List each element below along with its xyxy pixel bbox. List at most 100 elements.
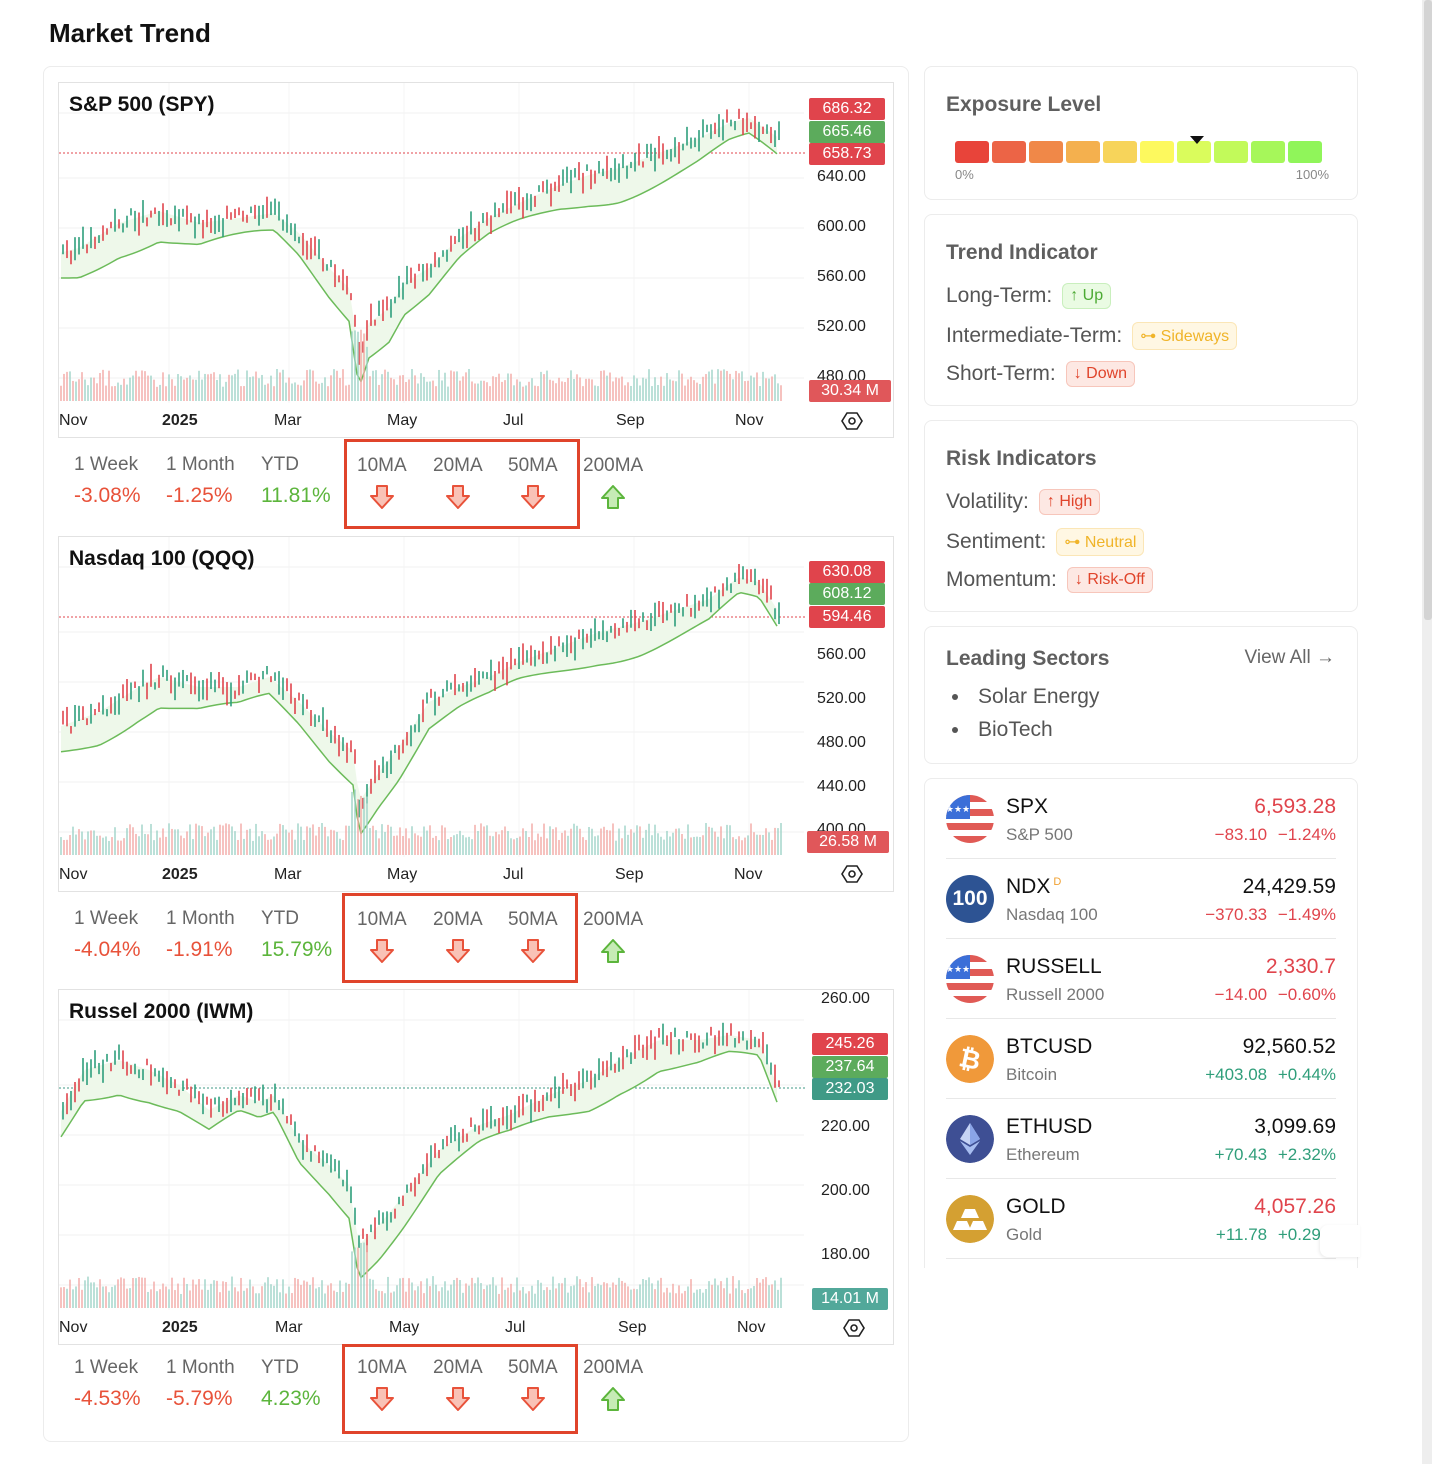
y-tick: 480.00 <box>817 734 866 751</box>
risk-indicators-card: Risk Indicators Volatility: ↑ High Sentim… <box>924 420 1358 612</box>
ticker-row-russell[interactable]: ★★★ RUSSELL Russell 2000 2,330.7 −14.00 … <box>946 939 1336 1019</box>
ticker-change: −14.00 −0.60% <box>1214 985 1336 1004</box>
exposure-segment <box>1177 141 1211 163</box>
ma-50: 50MA <box>508 455 558 516</box>
ma-50: 50MA <box>508 1357 558 1418</box>
us-flag-icon: ★★★ <box>946 955 994 1003</box>
price-tag-support: 608.12 <box>809 583 885 605</box>
chart-spy[interactable]: S&P 500 (SPY) 686.32 665.46 658.73 640.0… <box>58 82 894 438</box>
candlestick-chart[interactable] <box>59 83 894 438</box>
x-label: Nov <box>734 866 763 883</box>
exposure-segment <box>1288 141 1322 163</box>
trend-row-short-term: Short-Term: ↓ Down <box>946 361 1136 387</box>
price-tag-support: 237.64 <box>812 1056 888 1078</box>
y-tick: 520.00 <box>817 690 866 707</box>
status-badge: ↓ Risk-Off <box>1066 567 1153 593</box>
x-label: Mar <box>274 412 302 429</box>
ma-highlight-box <box>342 893 578 983</box>
chart-settings-icon[interactable] <box>843 1317 865 1339</box>
chart-qqq[interactable]: Nasdaq 100 (QQQ) 630.08 608.12 594.46 56… <box>58 536 894 892</box>
leading-sectors-card: Leading Sectors View All → Solar Energy … <box>924 626 1358 764</box>
sector-list: Solar Energy BioTech <box>946 685 1099 751</box>
ma-20: 20MA <box>433 909 483 970</box>
ticker-price: 6,593.28 <box>1254 795 1336 818</box>
status-badge: ↑ Up <box>1062 283 1112 309</box>
y-tick: 200.00 <box>821 1182 870 1199</box>
scrollbar-track[interactable] <box>1422 0 1432 1464</box>
x-label: Jul <box>505 1319 526 1336</box>
ticker-change: −83.10 −1.24% <box>1214 825 1336 844</box>
sector-item[interactable]: Solar Energy <box>946 685 1099 709</box>
x-label: 2025 <box>162 412 198 429</box>
card-title: Risk Indicators <box>946 447 1097 470</box>
ma-highlight-box <box>344 439 580 529</box>
ticker-row-btcusd[interactable]: ₿ BTCUSD Bitcoin 92,560.52 +403.08 +0.44… <box>946 1019 1336 1099</box>
trend-row-intermediate-term: Intermediate-Term: ⊶ Sideways <box>946 322 1238 350</box>
risk-row-sentiment: Sentiment: ⊶ Neutral <box>946 528 1145 556</box>
price-tag-last: 594.46 <box>809 606 885 628</box>
status-badge: ↓ Down <box>1065 361 1136 387</box>
arrow-up-icon <box>601 1387 626 1411</box>
arrow-down-icon <box>369 485 394 509</box>
candlestick-chart[interactable] <box>59 537 894 892</box>
y-tick: 560.00 <box>817 268 866 285</box>
stat-1-month: 1 Month -1.25% <box>166 454 235 507</box>
ma-20: 20MA <box>433 1357 483 1418</box>
exposure-segment <box>955 141 989 163</box>
card-title: Exposure Level <box>946 93 1102 116</box>
exposure-segment <box>1140 141 1174 163</box>
ticker-row-ethusd[interactable]: ETHUSD Ethereum 3,099.69 +70.43 +2.32% <box>946 1099 1336 1179</box>
x-label: 2025 <box>162 1319 198 1336</box>
scrollbar-thumb[interactable] <box>1424 0 1432 620</box>
y-tick: 520.00 <box>817 318 866 335</box>
price-tag-high: 686.32 <box>809 98 885 120</box>
x-label: Sep <box>618 1319 647 1336</box>
card-title: Leading Sectors <box>946 647 1110 670</box>
stat-1-month: 1 Month -5.79% <box>166 1357 235 1410</box>
ticker-price: 92,560.52 <box>1242 1035 1336 1058</box>
x-label: Nov <box>737 1319 766 1336</box>
risk-row-momentum: Momentum: ↓ Risk-Off <box>946 567 1153 593</box>
svg-text:★★★: ★★★ <box>946 965 970 975</box>
x-label: Jul <box>503 866 524 883</box>
ma-200: 200MA <box>583 1357 643 1418</box>
exposure-min-label: 0% <box>955 167 974 182</box>
us-flag-icon: ★★★ <box>946 795 994 843</box>
candlestick-chart[interactable] <box>59 990 894 1345</box>
stat-1-week: 1 Week -4.53% <box>74 1357 141 1410</box>
chart-settings-icon[interactable] <box>841 410 863 432</box>
ma-10: 10MA <box>357 1357 407 1418</box>
x-label: Nov <box>59 1319 88 1336</box>
x-label: Mar <box>275 1319 303 1336</box>
chart-settings-icon[interactable] <box>841 863 863 885</box>
exposure-segment <box>1251 141 1285 163</box>
exposure-gauge <box>955 141 1322 163</box>
x-label: Nov <box>59 412 88 429</box>
arrow-down-icon <box>445 939 470 963</box>
x-label: May <box>387 866 418 883</box>
stat-ytd: YTD 4.23% <box>261 1357 321 1410</box>
chart-iwm[interactable]: Russel 2000 (IWM) 260.00 245.26 237.64 2… <box>58 989 894 1345</box>
exposure-level-card: Exposure Level 0% 100% <box>924 66 1358 200</box>
exposure-segment <box>1103 141 1137 163</box>
arrow-down-icon <box>520 485 545 509</box>
sector-item[interactable]: BioTech <box>946 718 1099 742</box>
exposure-marker-icon <box>1190 136 1204 144</box>
card-title: Trend Indicator <box>946 241 1098 264</box>
stat-1-week: 1 Week -3.08% <box>74 454 141 507</box>
ticker-row-gold[interactable]: GOLD Gold 4,057.26 +11.78 +0.29% <box>946 1179 1336 1259</box>
delayed-badge: D <box>1053 876 1062 888</box>
ticker-price: 2,330.7 <box>1265 955 1336 978</box>
arrow-down-icon <box>369 939 394 963</box>
ticker-row-spx[interactable]: ★★★ SPX S&P 500 6,593.28 −83.10 −1.24% <box>946 779 1336 859</box>
stats-row: 1 Week -3.08% 1 Month -1.25% YTD 11.81% 10M… <box>58 439 894 534</box>
ma-highlight-box <box>342 1344 578 1434</box>
ma-10: 10MA <box>357 455 407 516</box>
floating-widget-tab[interactable] <box>1320 1225 1360 1257</box>
ticker-row-ndx[interactable]: 100 NDX D Nasdaq 100 24,429.59 −370.33 −1… <box>946 859 1336 939</box>
ma-10: 10MA <box>357 909 407 970</box>
stat-ytd: YTD 11.81% <box>261 454 331 507</box>
volume-tag: 14.01 M <box>812 1288 888 1310</box>
arrow-down-icon <box>369 1387 394 1411</box>
view-all-link[interactable]: View All → <box>1244 647 1335 668</box>
